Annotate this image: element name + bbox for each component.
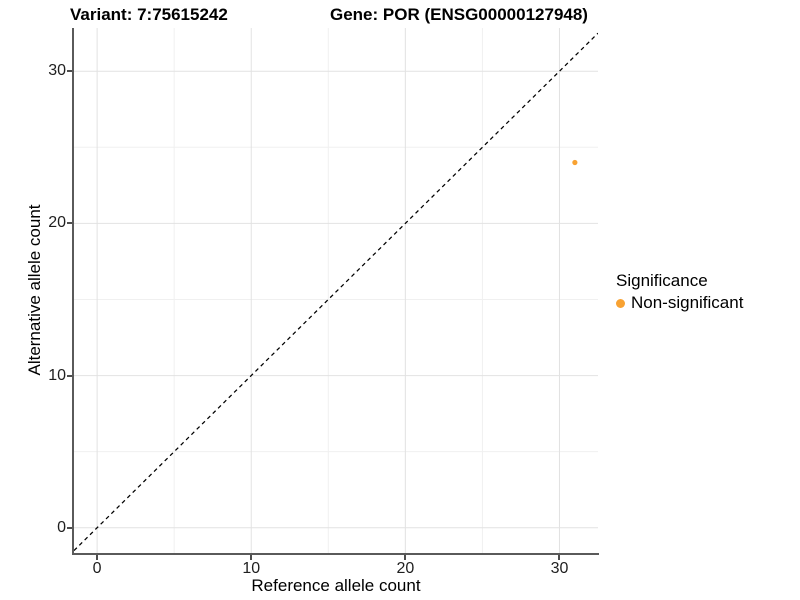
legend-point-icon bbox=[616, 298, 625, 308]
x-tick-label: 20 bbox=[396, 560, 415, 577]
x-tick-mark bbox=[404, 555, 407, 560]
y-tick-mark bbox=[67, 374, 72, 377]
x-tick-label: 30 bbox=[550, 560, 569, 577]
gene-title: Gene: POR (ENSG00000127948) bbox=[330, 5, 588, 24]
x-axis-line bbox=[72, 553, 599, 555]
y-tick-label: 0 bbox=[57, 518, 66, 536]
x-axis-title: Reference allele count bbox=[251, 576, 421, 595]
x-tick-mark bbox=[250, 555, 253, 560]
data-point bbox=[572, 159, 578, 166]
plot-panel bbox=[74, 28, 598, 553]
y-tick-label: 10 bbox=[48, 366, 66, 384]
y-tick-mark bbox=[67, 526, 72, 529]
scatter-plot-svg bbox=[74, 28, 598, 553]
identity-dashed-line bbox=[74, 32, 598, 552]
y-axis-line bbox=[72, 28, 74, 555]
legend-item-non-significant: Non-significant bbox=[616, 293, 743, 313]
y-axis-title: Alternative allele count bbox=[25, 204, 44, 376]
y-tick-label: 30 bbox=[48, 62, 66, 80]
x-tick-mark bbox=[558, 555, 561, 560]
legend-title: Significance bbox=[616, 271, 708, 290]
legend-item-label: Non-significant bbox=[631, 293, 744, 312]
y-tick-mark bbox=[67, 222, 72, 225]
x-tick-mark bbox=[96, 555, 99, 560]
y-tick-mark bbox=[67, 70, 72, 73]
x-tick-label: 10 bbox=[242, 560, 261, 577]
variant-title: Variant: 7:75615242 bbox=[70, 5, 228, 24]
legend: Significance Non-significant bbox=[616, 271, 743, 313]
y-tick-label: 20 bbox=[48, 214, 66, 232]
x-tick-label: 0 bbox=[92, 560, 102, 577]
